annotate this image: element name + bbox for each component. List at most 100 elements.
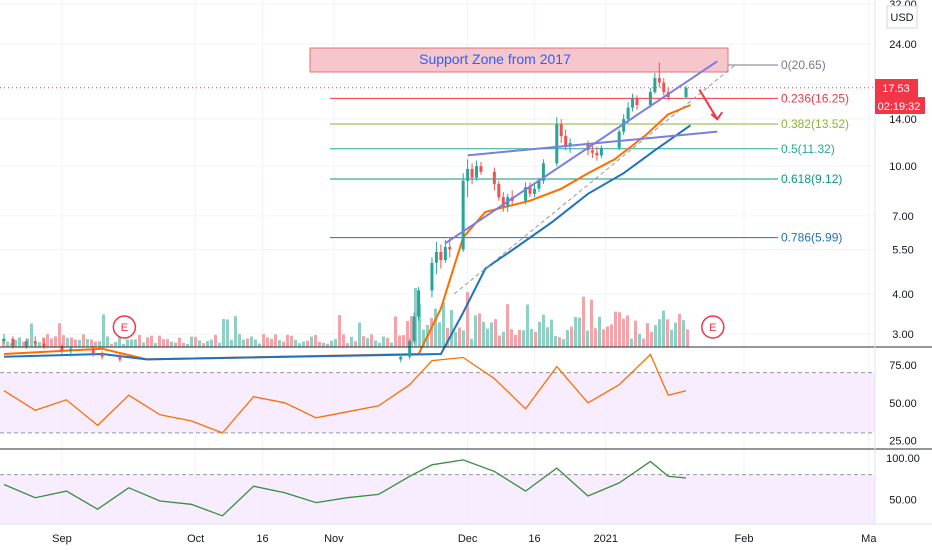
volume-bar: [198, 340, 201, 347]
volume-bar: [222, 319, 225, 347]
time-tick-label: 2021: [594, 533, 618, 545]
volume-bar: [470, 338, 473, 347]
volume-bar: [530, 328, 533, 347]
indicator-tick-label: 50.00: [889, 398, 917, 410]
volume-bar: [570, 326, 573, 347]
volume-bar: [142, 342, 145, 347]
volume-bar: [598, 316, 601, 347]
volume-bar: [674, 322, 677, 347]
volume-bar: [502, 331, 505, 347]
volume-bar: [382, 336, 385, 347]
volume-bar: [274, 334, 277, 347]
volume-bar: [354, 341, 357, 347]
volume-bar: [586, 330, 589, 347]
overbought-oversold-band: [0, 372, 875, 433]
volume-bar: [474, 315, 477, 347]
volume-bar: [662, 310, 665, 347]
volume-bar: [150, 335, 153, 347]
volume-bar: [318, 341, 321, 347]
volume-bar: [618, 312, 621, 347]
volume-bar: [546, 327, 549, 347]
volume-bar: [522, 330, 525, 347]
volume-bar: [22, 341, 25, 347]
volume-bar: [602, 329, 605, 347]
volume-bar: [614, 311, 617, 347]
volume-bar: [190, 336, 193, 347]
volume-bar: [342, 334, 345, 347]
volume-bar: [650, 331, 653, 347]
volume-bar: [234, 316, 237, 347]
fib-trend-dashed-line: [453, 64, 736, 295]
candle-body: [470, 168, 474, 178]
volume-bar: [350, 336, 353, 347]
candle-body: [443, 246, 447, 260]
candle-body: [528, 187, 532, 194]
volume-bar: [146, 337, 149, 347]
trend-channel-line: [467, 130, 718, 157]
earnings-marker-label: E: [121, 322, 128, 334]
volume-bar: [526, 304, 529, 347]
time-tick-label: Dec: [458, 533, 478, 545]
volume-bar: [514, 334, 517, 347]
overbought-oversold-band: [0, 474, 875, 524]
candle-body: [590, 150, 594, 153]
indicator-tick-label: 75.00: [889, 360, 917, 372]
volume-bar: [410, 316, 413, 347]
volume-bar: [238, 334, 241, 347]
volume-bar: [358, 322, 361, 347]
volume-bar: [610, 324, 613, 347]
volume-bar: [494, 319, 497, 347]
volume-bar: [262, 334, 265, 347]
volume-bar: [590, 299, 593, 347]
candle-body: [648, 92, 652, 105]
volume-bar: [450, 310, 453, 347]
candle-body: [537, 180, 541, 189]
volume-bar: [646, 323, 649, 347]
candle-body: [439, 252, 443, 260]
volume-bar: [490, 322, 493, 347]
volume-bar: [242, 339, 245, 347]
volume-bar: [70, 337, 73, 347]
volume-bar: [654, 325, 657, 347]
volume-bar: [258, 343, 261, 347]
time-tick-label: Ma: [861, 533, 877, 545]
volume-bar: [230, 339, 233, 347]
candle-body: [479, 166, 483, 172]
candle-body: [541, 163, 545, 181]
volume-bar: [422, 329, 425, 347]
candle-body: [497, 183, 501, 198]
volume-bar: [574, 316, 577, 347]
candle-body: [42, 343, 46, 347]
currency-box[interactable]: [886, 5, 918, 29]
volume-bar: [218, 342, 221, 347]
candle-body: [118, 356, 122, 360]
volume-bar: [306, 340, 309, 347]
time-tick-label: Sep: [52, 533, 72, 545]
volume-bar: [462, 330, 465, 347]
volume-bar: [86, 339, 89, 347]
candle-body: [492, 171, 496, 184]
volume-bar: [486, 328, 489, 347]
volume-bar: [466, 292, 469, 347]
candle-body: [11, 338, 15, 347]
trend-channel-line: [444, 60, 718, 245]
volume-bar: [102, 314, 105, 347]
candle-body: [461, 180, 465, 250]
volume-bar: [362, 336, 365, 347]
volume-bar: [482, 321, 485, 347]
volume-bar: [210, 339, 213, 347]
volume-bar: [170, 341, 173, 347]
fib-level-label: 0(20.65): [781, 58, 826, 72]
volume-bar: [562, 338, 565, 347]
volume-bar: [206, 340, 209, 347]
candle-body: [532, 188, 536, 194]
candle-body: [100, 353, 104, 357]
earnings-marker: [701, 315, 725, 339]
candle-body: [408, 341, 412, 357]
volume-bar: [270, 338, 273, 347]
candle-body: [399, 356, 403, 360]
candle-body: [69, 348, 73, 352]
volume-bar: [394, 316, 397, 347]
candle-body: [595, 152, 599, 156]
rsi-pane: 25.00 50.00 75.00: [0, 353, 917, 447]
